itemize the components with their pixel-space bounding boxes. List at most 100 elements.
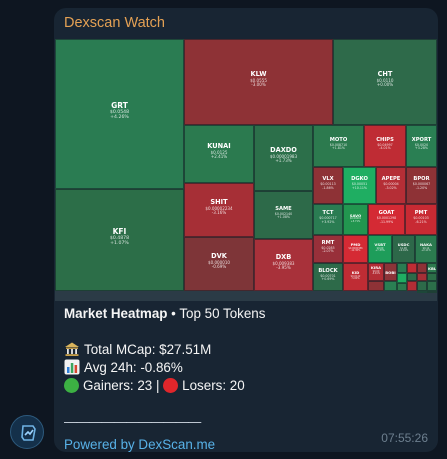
avatar-logo-icon [21, 425, 36, 441]
avg-line: Avg 24h: -0.86% [64, 359, 424, 377]
tile-change: +0.01% [398, 249, 409, 253]
tile-change: -3.02% [385, 185, 397, 190]
bar-chart-icon [64, 359, 80, 375]
tile-price: $0.14 [422, 246, 430, 250]
tile-change: +1.08% [277, 215, 290, 220]
tile-change: +7.33% [375, 249, 385, 253]
tile-price: $0.009383 [272, 260, 295, 266]
tile-change: +5.71% [350, 219, 361, 223]
tile-price: $0.00001983 [269, 153, 298, 159]
tile-change: -0.69% [211, 264, 227, 270]
heatmap-tile: VLX $0.00113 -1.86% [313, 167, 343, 204]
tile-change: -11.99% [379, 219, 394, 224]
tile-change: -12.30% [350, 249, 361, 253]
tile-price: $0.000010 [207, 259, 231, 265]
tile-price: $0.0142 [350, 274, 361, 278]
tile-change: +3.28% [415, 146, 428, 151]
gainers-count: Gainers: 23 [83, 378, 153, 393]
tile-change: -3.16% [211, 210, 227, 216]
powered-by-link[interactable]: Powered by DexScan.me [64, 437, 216, 452]
tile-symbol: PMD [350, 242, 361, 248]
tile-change: -4.01% [379, 146, 391, 151]
heatmap-tile: BLOCK $0.00701 +0.69% [313, 263, 343, 291]
heatmap-tile: PMD $0.0000386 -12.30% [343, 235, 368, 263]
tile-symbol: NAKA [420, 242, 432, 248]
heatmap-tile: KLW $0.0555 -3.00% [184, 39, 333, 125]
tile-symbol: CHT [377, 70, 393, 79]
tile-symbol: RMT [321, 239, 335, 246]
heatmap-tile: XPORT $0.0020 +3.28% [406, 125, 437, 167]
tile-change: +10.11% [352, 185, 367, 190]
tile-price: $0.0285 [321, 245, 335, 250]
tile-change: +1.07% [110, 241, 129, 247]
tile-change: -6.21% [415, 219, 427, 224]
tile-price: $0.00 [372, 269, 380, 273]
heatmap-tile: DAXDO $0.00001983 +1.73% [254, 125, 313, 191]
heatmap-tile: KFI $0.4878 +1.07% [55, 189, 184, 291]
tile-change: -5.89% [351, 277, 360, 281]
heatmap-tile [407, 263, 417, 273]
heatmap-tile [397, 263, 407, 273]
tile-symbol: VSBT [374, 242, 386, 248]
tile-price: $0.0548 [109, 110, 130, 116]
heatmap-tile: PMT $0.00103 -6.21% [405, 204, 437, 235]
heatmap-tile [427, 273, 437, 281]
heatmap-tile: DXB $0.009383 -3.95% [254, 239, 313, 291]
heatmap-tile: KBLOK [427, 263, 437, 273]
heatmap-tile: SAME $0.002140 +1.08% [254, 191, 313, 239]
tile-price: $0.0001298 [376, 216, 397, 221]
tile-change: +3.92% [321, 219, 335, 224]
tile-symbol: BOBI [385, 269, 396, 275]
tile-price: $0.00113 [320, 182, 336, 187]
tile-change: +0.69% [321, 277, 335, 282]
tile-symbol: GOAT [378, 210, 395, 217]
heatmap-tile: DGKO $0.00051 +10.11% [343, 167, 376, 204]
tile-price: $0.4878 [109, 236, 130, 242]
sender-avatar[interactable] [10, 415, 44, 449]
tile-symbol: KUNAI [207, 142, 231, 151]
tile-symbol: PMT [414, 210, 428, 217]
heatmap-tile: SAVO $0.00401 +5.71% [343, 204, 368, 235]
tile-price: $0.04997 [377, 142, 393, 147]
losers-count: Losers: 20 [182, 378, 245, 393]
tile-price: $0.00002234 [205, 205, 233, 211]
message-caption: Market Heatmap • Top 50 Tokens Total MCa… [64, 301, 424, 452]
tile-price: $0.0000386 [348, 246, 363, 250]
heatmap-tile: CHIPS $0.04997 -4.01% [364, 125, 406, 167]
tile-change: -3.00% [251, 82, 266, 88]
tile-symbol: KIRA [370, 265, 382, 271]
heatmap-image[interactable]: GRT $0.0548 +4.26% KFI $0.4878 +1.07% KLW $0.05… [55, 39, 437, 301]
tile-change: -2.07% [322, 249, 334, 254]
tile-symbol: SAVO [349, 212, 362, 218]
tile-price: $0.000067 [412, 182, 431, 187]
message-time: 07:55:26 [381, 431, 428, 445]
heatmap-tile [397, 273, 407, 283]
tile-price: $0.0020 [414, 142, 429, 147]
tile-price: $0.00701 [320, 273, 336, 278]
tile-symbol: KID [351, 270, 360, 276]
tile-symbol: GRT [111, 100, 128, 110]
tile-change: +0.00% [376, 82, 394, 88]
sender-name[interactable]: Dexscan Watch [64, 15, 165, 31]
heatmap-tile [427, 281, 437, 291]
mcap-line: Total MCap: $27.51M [64, 341, 424, 359]
heatmap-tile [417, 273, 427, 281]
heatmap-tile: NAKA $0.14 +2.11% [415, 235, 437, 263]
tile-price: $0.00 [376, 246, 384, 250]
heatmap-tile [407, 273, 417, 281]
tile-price: $0.00401 [349, 217, 362, 221]
tile-price: $0.002140 [274, 211, 293, 216]
heatmap-tile: GOAT $0.0001298 -11.99% [368, 204, 405, 235]
caption-subtitle: • Top 50 Tokens [167, 306, 266, 321]
heatmap-tile: MOTO $0.008710 +1.81% [313, 125, 364, 167]
tile-price: $0.0555 [250, 77, 267, 83]
tile-symbol: DVK [211, 252, 227, 261]
heatmap-tile [368, 281, 384, 291]
tile-change: +2.41% [210, 154, 228, 160]
tile-symbol: VLX [322, 176, 334, 183]
tile-change: +2.11% [421, 249, 431, 253]
heatmap-tile [427, 291, 437, 293]
tile-price: $0.00051 [351, 182, 368, 187]
tile-change: +4.26% [110, 115, 129, 121]
tile-symbol: BLOCK [318, 267, 338, 274]
